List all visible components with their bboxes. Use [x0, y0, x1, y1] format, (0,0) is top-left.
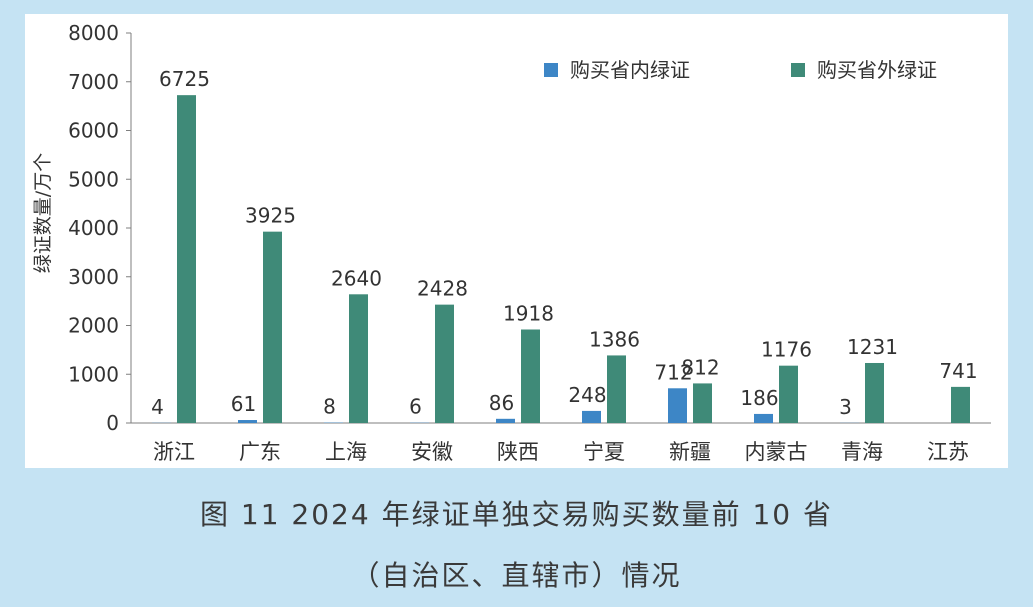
- data-label-in-province: 186: [740, 386, 778, 410]
- y-tick-label: 7000: [68, 70, 119, 94]
- x-tick-label: 宁夏: [583, 440, 625, 464]
- data-label-out-of-province: 1231: [847, 335, 898, 359]
- x-tick-label: 青海: [841, 440, 883, 464]
- bar-in-province: [496, 418, 515, 423]
- bar-out-of-province: [521, 329, 540, 423]
- data-label-in-province: 3: [839, 395, 852, 419]
- x-tick-label: 江苏: [927, 440, 969, 464]
- legend-label-out-of-province: 购买省外绿证: [817, 58, 937, 82]
- x-tick-label: 广东: [239, 440, 281, 464]
- y-axis-title: 绿证数量/万个: [32, 153, 54, 273]
- bar-out-of-province: [865, 362, 884, 423]
- bar-out-of-province: [693, 383, 712, 423]
- bar-out-of-province: [779, 365, 798, 423]
- y-tick-label: 5000: [68, 167, 119, 191]
- data-label-in-province: 248: [568, 383, 606, 407]
- bar-in-province: [668, 388, 687, 423]
- y-tick-label: 1000: [68, 362, 119, 386]
- figure-caption-line-1: 图 11 2024 年绿证单独交易购买数量前 10 省: [199, 498, 834, 531]
- y-tick-label: 3000: [68, 265, 119, 289]
- data-label-out-of-province: 1386: [589, 327, 640, 351]
- bar-out-of-province: [435, 304, 454, 423]
- y-tick-label: 4000: [68, 216, 119, 240]
- data-label-out-of-province: 741: [939, 359, 977, 383]
- bar-in-province: [754, 413, 773, 423]
- bar-in-province: [238, 420, 257, 423]
- y-tick-label: 8000: [68, 21, 119, 45]
- data-label-out-of-province: 2428: [417, 277, 468, 301]
- bar-out-of-province: [177, 95, 196, 423]
- data-label-out-of-province: 1176: [761, 338, 812, 362]
- bar-out-of-province: [607, 355, 626, 423]
- data-label-out-of-province: 6725: [159, 67, 210, 91]
- bar-in-province: [582, 410, 601, 423]
- data-label-out-of-province: 812: [681, 355, 719, 379]
- chart-panel: 0 1000 2000 3000 4000 5000 6000 7000 8000 绿证数量/万个…: [25, 14, 1008, 468]
- legend-swatch-out-of-province: [791, 63, 805, 77]
- data-label-in-province: 8: [323, 395, 336, 419]
- x-tick-label: 浙江: [153, 440, 195, 464]
- bar-out-of-province: [951, 386, 970, 423]
- x-tick-label: 安徽: [411, 440, 453, 464]
- bar-out-of-province: [263, 231, 282, 423]
- y-tick-label: 6000: [68, 119, 119, 143]
- x-tick-label: 内蒙古: [745, 440, 808, 464]
- figure-caption-line-2: （自治区、直辖市）情况: [351, 559, 682, 592]
- y-tick-label: 0: [106, 411, 119, 435]
- legend-label-in-province: 购买省内绿证: [570, 58, 690, 82]
- data-label-in-province: 4: [151, 395, 164, 419]
- x-tick-label: 陕西: [497, 440, 539, 464]
- data-label-out-of-province: 1918: [503, 301, 554, 325]
- data-label-out-of-province: 3925: [245, 204, 296, 228]
- y-tick-label: 2000: [68, 314, 119, 338]
- data-label-out-of-province: 2640: [331, 266, 382, 290]
- data-label-in-province: 6: [409, 395, 422, 419]
- data-label-in-province: 61: [231, 392, 256, 416]
- legend-swatch-in-province: [544, 63, 558, 77]
- bar-chart: 0 1000 2000 3000 4000 5000 6000 7000 8000 绿证数量/万个…: [32, 21, 991, 464]
- x-tick-label: 上海: [325, 440, 367, 464]
- data-label-in-province: 712: [654, 360, 692, 384]
- bar-out-of-province: [349, 294, 368, 423]
- x-tick-label: 新疆: [669, 440, 711, 464]
- data-label-in-province: 86: [489, 391, 514, 415]
